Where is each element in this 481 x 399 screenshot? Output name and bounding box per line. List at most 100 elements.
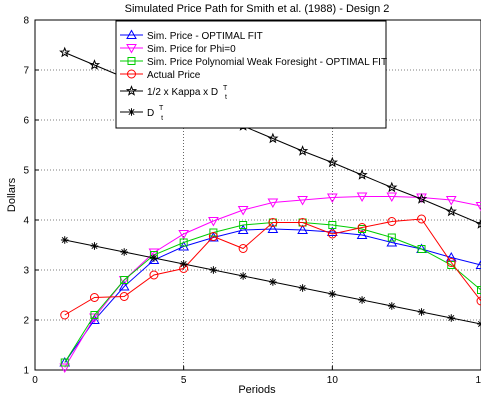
legend-label-dt-sub: t [161, 115, 163, 122]
asterisk-stroke [128, 108, 135, 116]
data-point [357, 223, 367, 232]
data-point [447, 314, 456, 322]
data-point [150, 254, 158, 262]
data-point [445, 196, 457, 206]
chart-title: Simulated Price Path for Smith et al. (1… [125, 3, 390, 15]
x-tick-label: 10 [327, 375, 339, 386]
asterisk-stroke [269, 278, 276, 286]
data-point [267, 132, 279, 144]
data-point [239, 221, 248, 229]
data-point [90, 242, 99, 250]
legend-box [115, 20, 387, 129]
data-point [120, 248, 128, 256]
asterisk-stroke [210, 266, 217, 274]
legend-label-kappa: 1/2 x Kappa x D T t [147, 82, 230, 101]
x-tick-label: 5 [181, 375, 187, 386]
data-point [475, 218, 481, 229]
data-point [475, 202, 481, 212]
legend-label-dt: D T t [147, 102, 166, 122]
data-point [209, 266, 218, 274]
data-point [59, 363, 71, 374]
data-point [387, 233, 396, 242]
legend-marker-4 [125, 85, 138, 96]
data-point [388, 302, 396, 310]
y-tick-label: 8 [23, 16, 29, 27]
y-tick-label: 4 [23, 216, 29, 227]
asterisk-stroke [477, 323, 481, 328]
data-point [120, 276, 129, 284]
data-point [297, 196, 308, 206]
legend-marker-0 [126, 29, 137, 39]
data-point [179, 260, 188, 268]
data-point [327, 229, 337, 239]
data-point [475, 259, 481, 269]
y-tick-label: 5 [23, 166, 29, 177]
data-point [239, 272, 247, 280]
data-point [417, 245, 426, 253]
data-point [208, 232, 218, 241]
series-layer [59, 46, 481, 374]
legend-label-polynomial: Sim. Price Polynomial Weak Foresight - O… [147, 57, 387, 68]
series-3 [60, 214, 481, 320]
data-point [118, 280, 130, 291]
data-point [356, 229, 368, 239]
data-point [328, 290, 337, 298]
asterisk-stroke [477, 320, 481, 325]
data-point [297, 224, 308, 234]
data-point [356, 169, 368, 180]
data-point [298, 284, 307, 292]
data-point [386, 236, 398, 247]
series-line-1 [64, 196, 481, 368]
data-point [326, 193, 338, 204]
data-point [119, 292, 129, 301]
data-point [60, 236, 69, 244]
data-point [268, 218, 278, 227]
asterisk-stroke [180, 260, 187, 268]
asterisk-stroke [91, 242, 98, 250]
data-point [178, 230, 190, 240]
axis-ticks: 0 5 10 15 1 2 3 4 5 6 7 8 [23, 16, 481, 386]
series-1 [59, 192, 481, 374]
legend-label-kappa-sup: T [223, 85, 228, 92]
data-point [358, 296, 366, 304]
x-tick-label: 0 [32, 375, 38, 386]
data-point [89, 293, 99, 302]
data-point [417, 214, 427, 224]
data-point [148, 248, 160, 259]
y-tick-label: 7 [23, 66, 29, 77]
data-point [269, 278, 277, 286]
data-point [179, 238, 188, 247]
data-point [476, 296, 481, 306]
legend-label-phi0: Sim. Price for Phi=0 [147, 44, 236, 55]
legend-marker-2 [127, 57, 136, 65]
legend-label-optimal-fit: Sim. Price - OPTIMAL FIT [147, 31, 263, 42]
data-point [88, 59, 101, 70]
asterisk-stroke [61, 236, 68, 244]
legend: Sim. Price - OPTIMAL FIT Sim. Price for … [115, 20, 387, 129]
legend-marker-3 [127, 69, 136, 79]
data-point [238, 244, 248, 253]
data-point [60, 358, 69, 367]
y-axis-label: Dollars [6, 177, 18, 212]
data-point [148, 254, 160, 264]
legend-symbols [120, 29, 143, 116]
data-point [237, 206, 249, 216]
asterisk-stroke [448, 314, 455, 322]
data-point [267, 198, 279, 209]
legend-label-kappa-sub: t [225, 94, 227, 101]
data-point [445, 205, 457, 217]
series-line-3 [64, 218, 481, 316]
y-tick-label: 6 [23, 116, 29, 127]
data-point [387, 217, 397, 226]
data-point [298, 218, 308, 227]
asterisk-stroke [150, 254, 157, 262]
data-point [208, 217, 219, 227]
data-point [417, 308, 426, 316]
asterisk-stroke [299, 284, 306, 292]
asterisk-stroke [329, 290, 336, 298]
data-point [328, 221, 337, 229]
data-point [149, 270, 159, 280]
data-point [477, 286, 481, 294]
data-point [415, 193, 428, 204]
